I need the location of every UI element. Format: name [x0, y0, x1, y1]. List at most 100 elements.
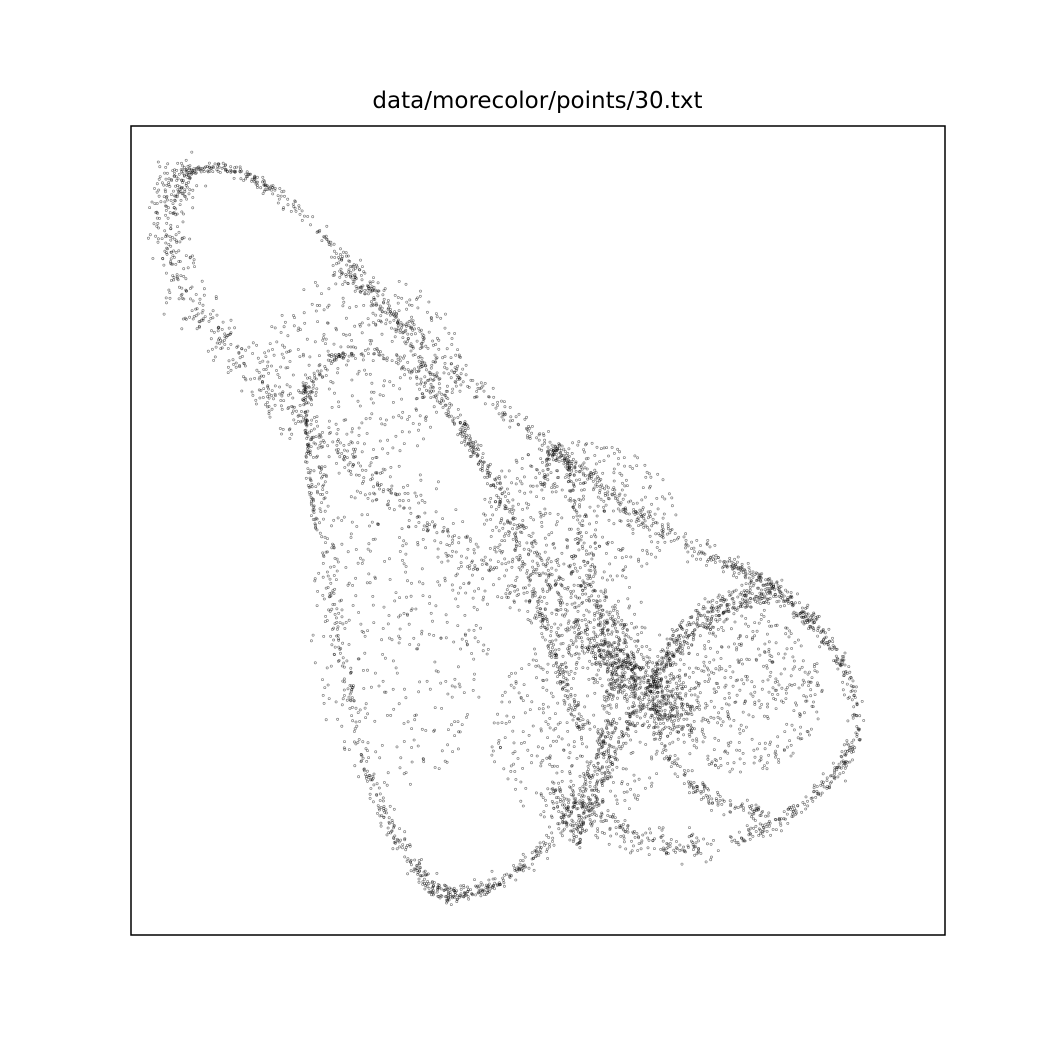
data-point: [595, 772, 599, 776]
data-point: [490, 869, 494, 873]
data-point: [546, 627, 549, 631]
data-point: [381, 796, 385, 800]
data-point: [180, 210, 184, 214]
data-point: [552, 664, 555, 668]
data-point: [342, 250, 345, 254]
data-point: [354, 720, 358, 724]
data-point: [523, 855, 527, 859]
data-point: [196, 166, 200, 170]
data-point: [335, 607, 339, 611]
data-point: [171, 254, 175, 258]
data-point: [409, 349, 413, 353]
data-point: [514, 535, 518, 539]
data-point: [550, 831, 554, 835]
data-point: [427, 370, 431, 374]
data-point: [428, 890, 432, 894]
data-point: [446, 890, 450, 894]
data-point: [597, 749, 601, 753]
data-point: [228, 332, 232, 336]
data-point: [340, 615, 344, 619]
data-point: [444, 395, 448, 399]
data-point: [329, 243, 333, 247]
data-point: [606, 659, 609, 663]
data-point: [565, 683, 569, 686]
data-point: [153, 202, 157, 206]
data-point: [407, 525, 411, 529]
data-point: [605, 723, 609, 727]
data-point: [156, 240, 160, 244]
data-point: [347, 270, 351, 274]
data-point: [616, 648, 620, 652]
data-point: [331, 589, 335, 593]
data-point: [184, 167, 188, 171]
data-point: [452, 416, 456, 420]
data-point: [165, 301, 168, 305]
data-point: [356, 711, 360, 715]
data-point: [530, 621, 534, 625]
data-point: [281, 207, 285, 211]
data-point: [214, 345, 218, 349]
data-point: [549, 650, 553, 653]
data-point: [374, 750, 378, 754]
data-point: [550, 655, 554, 659]
data-point: [515, 539, 518, 543]
data-point: [577, 703, 581, 707]
data-point: [536, 603, 540, 606]
data-point: [381, 310, 384, 314]
data-point: [506, 596, 510, 599]
data-point: [409, 511, 413, 515]
data-point: [574, 797, 578, 801]
data-point: [598, 738, 601, 742]
data-point: [346, 449, 349, 453]
data-point: [239, 177, 243, 181]
data-point: [474, 893, 477, 897]
data-point: [415, 869, 419, 872]
data-point: [460, 434, 464, 438]
data-point: [597, 755, 601, 759]
data-point: [388, 804, 392, 808]
data-point: [222, 165, 226, 169]
data-point: [579, 789, 583, 793]
data-point: [545, 617, 549, 621]
data-point: [279, 399, 283, 402]
data-point: [582, 772, 586, 775]
data-point: [311, 215, 315, 219]
data-point: [597, 747, 601, 751]
data-point: [317, 465, 321, 469]
data-point: [335, 627, 339, 631]
data-point: [440, 894, 444, 898]
data-point: [362, 768, 366, 771]
data-point: [573, 699, 577, 703]
data-point: [335, 569, 339, 573]
data-point: [541, 619, 545, 623]
data-point: [282, 206, 286, 210]
data-point: [194, 307, 198, 311]
data-point: [563, 694, 567, 698]
data-point: [325, 224, 329, 228]
data-point: [416, 871, 420, 875]
data-point: [188, 315, 192, 319]
data-point: [348, 684, 352, 687]
data-point: [514, 537, 518, 541]
data-point: [530, 862, 534, 866]
data-point: [466, 895, 470, 898]
data-point: [318, 471, 322, 475]
data-point: [525, 569, 529, 572]
data-point: [584, 783, 588, 786]
data-point: [431, 886, 434, 890]
data-point: [318, 507, 322, 511]
data-point: [487, 885, 491, 888]
data-point: [600, 639, 603, 643]
data-point: [390, 829, 394, 833]
data-point: [421, 880, 425, 884]
data-point: [423, 882, 427, 885]
data-point: [323, 496, 327, 500]
data-point: [262, 178, 266, 182]
data-point: [501, 526, 505, 530]
data-point: [229, 342, 233, 346]
data-point: [590, 774, 594, 778]
data-point: [541, 624, 545, 628]
data-point: [462, 886, 466, 889]
data-point: [273, 186, 277, 190]
data-point: [576, 717, 580, 721]
